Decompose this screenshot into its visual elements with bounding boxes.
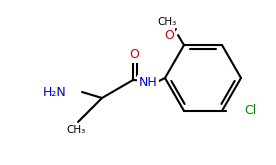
Text: O: O xyxy=(129,49,139,62)
Text: Cl: Cl xyxy=(244,104,256,117)
Text: NH: NH xyxy=(139,77,157,89)
Text: O: O xyxy=(164,29,174,42)
Text: H₂N: H₂N xyxy=(42,85,66,99)
Text: CH₃: CH₃ xyxy=(66,125,86,135)
Text: CH₃: CH₃ xyxy=(157,17,177,27)
